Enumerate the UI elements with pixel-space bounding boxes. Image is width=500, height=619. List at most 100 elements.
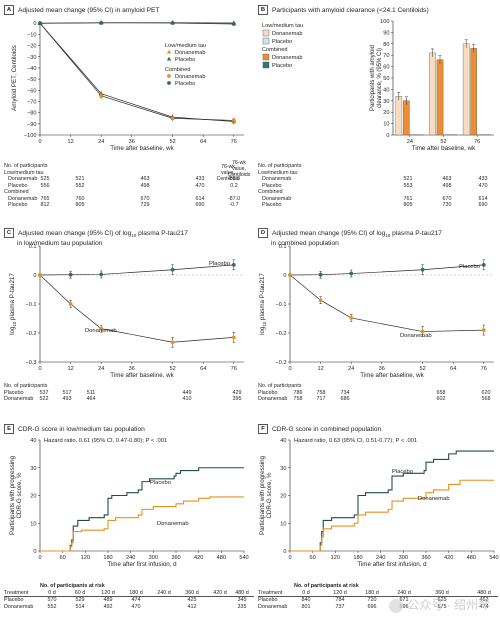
cell: 805 [75, 202, 85, 208]
cell: -87.0 [227, 195, 241, 202]
cell: 345 [237, 597, 247, 603]
panel-c-title: C Adjusted mean change (95% CI) of log10 … [4, 228, 188, 247]
x-tick-label: 12 [67, 366, 73, 372]
cell: 552 [75, 182, 85, 189]
legend-group-title: Combined [262, 47, 288, 53]
data-point [170, 267, 175, 272]
table-row: Donanemab 552 514 492 470 412 335 [4, 604, 254, 611]
col-header: 360 d [435, 589, 449, 596]
panel-f-badge: F [258, 424, 268, 434]
cell: 625 [437, 597, 447, 603]
chart-c: 0 12 24 36 52 64 76 0.1 0 −0.1 −0.2 −0.3 Time after … [9, 244, 244, 379]
cell: 412 [187, 603, 197, 610]
legend-swatch [262, 53, 270, 61]
cell: 760 [75, 195, 85, 202]
data-point [38, 273, 42, 277]
cell: 552 [47, 603, 57, 610]
table-row: Placebo 537 517 511 449 429 [4, 390, 254, 397]
cell: 529 [75, 597, 85, 603]
table-row: Donanemab 765 760 670 614 -87.0 [4, 196, 254, 203]
series-label: Placebo [392, 469, 413, 475]
series-label: Donanemab [85, 328, 117, 334]
x-tick-label: 180 [103, 555, 112, 561]
x-tick-label: 0 [38, 139, 41, 145]
data-point [170, 21, 175, 25]
legend-label: Placebo [272, 63, 292, 69]
cell: 498 [140, 182, 150, 189]
x-tick-label: 420 [444, 555, 453, 561]
cell: 729 [140, 202, 150, 208]
x-tick-label: 36 [129, 366, 135, 372]
table-e-header: No. of participants at risk [40, 583, 105, 589]
series-line-3 [39, 22, 234, 25]
table-row: Placebo 840 784 720 671 625 462 [258, 597, 498, 604]
x-tick-label: 12 [67, 139, 73, 145]
cell: 690 [478, 202, 488, 208]
data-point [170, 340, 175, 345]
table-b-header: No. of participants [258, 163, 302, 169]
y-tick-label: −50 [27, 77, 37, 83]
cell: 812 [40, 202, 50, 208]
row-label: Donanemab [4, 603, 34, 610]
table-row: Donanemab 758 717 686 602 568 [258, 396, 498, 403]
cell: 556 [40, 182, 50, 189]
panel-b-title: B Participants with amyloid clearance (<2… [258, 5, 429, 15]
cell: 449 [182, 389, 192, 396]
x-tick-label: 0 [38, 366, 41, 372]
y-tick-label: 20 [30, 494, 36, 500]
table-f: No. of participants at risk Treatment 0 … [258, 583, 498, 610]
cell: 537 [39, 389, 49, 396]
table-row: Donanemab 525 521 463 433 -88.0 [4, 176, 254, 183]
cell: 553 [403, 182, 413, 189]
x-tick-label: 360 [421, 555, 430, 561]
table-d: No. of participants Placebo 786 758 734 … [258, 383, 498, 403]
data-point [481, 262, 486, 267]
legend-label: Placebo [175, 57, 195, 63]
legend-group-title: Combined [165, 67, 191, 73]
x-tick-label: 64 [200, 366, 206, 372]
y-tick-label: 10 [383, 122, 389, 128]
y-tick-label: 0 [33, 21, 36, 27]
cell: 671 [399, 597, 409, 603]
row-label: Donanemab [8, 195, 38, 202]
row-label: Placebo [8, 182, 28, 189]
cell: 801 [301, 603, 311, 610]
y-tick-label: −70 [27, 99, 37, 105]
y-tick-label: 40 [30, 438, 36, 444]
legend-label: Placebo [272, 39, 292, 45]
x-tick-label: 64 [200, 139, 206, 145]
col-header: 240 d [157, 589, 171, 596]
x-tick-label: 420 [194, 555, 203, 561]
y-tick-label: 20 [280, 494, 286, 500]
series-label: Placebo [209, 261, 230, 267]
x-tick-label: 240 [376, 555, 385, 561]
x-tick-label: 300 [399, 555, 408, 561]
chart-a: 0 12 24 36 52 64 76 0 −10 −20 −30 −40 −50 −60 −70 −80 −9… [11, 20, 244, 182]
cell: 734 [340, 389, 350, 396]
table-col-header: value, [221, 170, 235, 176]
cell: 805 [403, 202, 413, 208]
y-tick-label: −20 [27, 44, 37, 50]
data-point [288, 273, 292, 277]
cell: 614 [478, 195, 488, 202]
y-axis-title: CDR-G score, % [16, 472, 23, 519]
y-axis-title: Participants with progressing [9, 455, 16, 535]
x-tick-label: 64 [450, 366, 456, 372]
panel-c-badge: C [4, 228, 14, 238]
data-point [481, 328, 486, 332]
y-tick-label: 0 [283, 273, 286, 279]
y-tick-label: −10 [27, 32, 37, 38]
x-tick-label: 60 [60, 555, 66, 561]
y-tick-label: 0 [283, 549, 286, 555]
cell: -0.7 [229, 202, 239, 208]
panel-a-badge: A [4, 5, 14, 15]
cell: 433 [195, 176, 205, 182]
x-tick-label: 52 [169, 139, 175, 145]
x-tick-label: 540 [239, 555, 248, 561]
y-tick-label: −0.3 [275, 360, 286, 366]
data-point [349, 271, 354, 276]
cell: 493 [62, 396, 72, 402]
cell: 489 [103, 597, 113, 603]
x-axis-title: Time after baseline, wk [412, 145, 476, 152]
legend-marker [166, 56, 172, 61]
